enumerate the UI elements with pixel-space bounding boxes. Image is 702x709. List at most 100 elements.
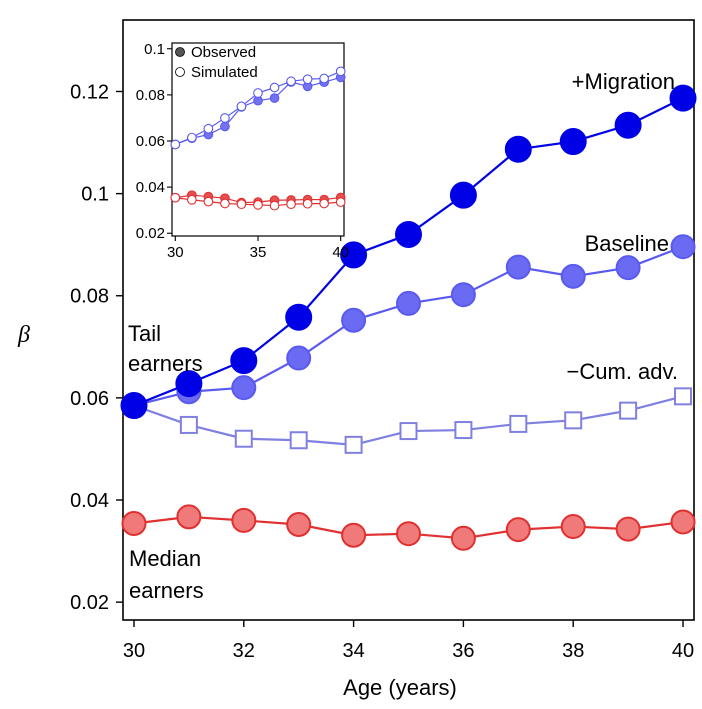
- inset-series-1-point: [269, 82, 280, 93]
- series-0-point: [230, 347, 258, 375]
- inset-y-tick-label: 0.1: [144, 41, 165, 58]
- series-3-point: [341, 522, 367, 548]
- series-1-point: [286, 345, 312, 371]
- series-2-point: [619, 401, 638, 420]
- series-2-point: [674, 387, 693, 406]
- series-0-point: [285, 303, 313, 331]
- series-3: [121, 504, 696, 551]
- inset-series-3-point: [335, 197, 346, 207]
- x-tick-label: 38: [562, 640, 584, 662]
- inset-y-tick-label: 0.08: [136, 87, 165, 104]
- series-0-point: [504, 135, 532, 163]
- series-2-point: [344, 435, 363, 454]
- legend-marker-simulated: [175, 67, 185, 77]
- tail-earners-label-line1: Tail: [128, 321, 161, 346]
- y-axis-label: β: [17, 322, 30, 348]
- series-1: [121, 234, 696, 419]
- x-tick-label: 36: [452, 640, 474, 662]
- legend-label-simulated: Simulated: [191, 64, 258, 81]
- series-3-point: [670, 509, 696, 535]
- inset-series-3-point: [170, 192, 181, 203]
- x-axis-label: Age (years): [343, 675, 457, 700]
- series-0-point: [669, 84, 697, 112]
- y-tick-label: 0.02: [70, 592, 109, 614]
- series-0-point: [340, 241, 368, 269]
- inset-series-1-point: [286, 76, 296, 87]
- inset-series-0-point: [220, 121, 230, 132]
- median-earners-label-line1: Median: [129, 546, 201, 571]
- series-0-point: [559, 128, 587, 156]
- series-1-point: [396, 290, 421, 316]
- inset-series-3-point: [220, 198, 230, 209]
- legend-marker-observed: [175, 47, 185, 57]
- x-tick-label: 32: [233, 640, 255, 662]
- series-1-point: [615, 255, 641, 281]
- series-0-point: [449, 181, 477, 209]
- main-plot-frame: [122, 19, 695, 621]
- series-label-baseline: Baseline: [585, 231, 669, 256]
- series-0-point: [395, 220, 422, 248]
- series-1-point: [505, 254, 531, 280]
- series-3-point: [560, 514, 586, 540]
- x-tick-label: 30: [123, 640, 145, 662]
- series-0-point: [614, 111, 642, 139]
- series-3-point: [286, 512, 312, 538]
- inset-series-1-point: [170, 139, 181, 150]
- series-3-point: [505, 517, 531, 543]
- inset-series-3: [170, 192, 346, 211]
- inset-series-1-point: [302, 74, 313, 85]
- series-2-point: [399, 422, 418, 441]
- inset-series-1-point: [253, 88, 263, 98]
- legend-label-observed: Observed: [191, 44, 256, 61]
- inset-y-tick-label: 0.04: [136, 179, 165, 196]
- inset-series-1-point: [335, 66, 346, 77]
- series-3-point: [176, 504, 202, 530]
- inset-series-3-point: [236, 199, 247, 210]
- series-2-point: [509, 414, 528, 433]
- tail-earners-label-line2: earners: [128, 351, 203, 376]
- x-tick-label: 40: [672, 640, 694, 662]
- series-3-point: [450, 525, 476, 551]
- y-tick-label: 0.06: [70, 388, 109, 410]
- inset-series-3-point: [253, 200, 263, 210]
- inset-series-1-point: [319, 73, 330, 84]
- inset-series-1-point: [220, 113, 230, 123]
- series-3-point: [615, 516, 641, 542]
- inset-series-0-point: [269, 93, 280, 103]
- series-1-point: [450, 282, 476, 308]
- inset-series-1-point: [186, 132, 197, 143]
- series-2-point: [289, 431, 308, 450]
- inset-series-1-point: [203, 123, 214, 134]
- x-tick-label: 34: [342, 640, 364, 662]
- series-0-point: [120, 392, 148, 420]
- series-3-point: [121, 510, 147, 536]
- series-label-migration: +Migration: [572, 69, 675, 94]
- series-2-point: [454, 421, 473, 440]
- inset-series-3-point: [186, 194, 197, 205]
- inset-series-1-point: [236, 101, 247, 112]
- series-2-point: [564, 411, 583, 430]
- inset-series-3-point: [286, 199, 296, 210]
- series-1-point: [560, 263, 586, 289]
- series-0-point: [175, 370, 203, 398]
- series-2-point: [234, 429, 253, 448]
- inset-legend: Observed Simulated: [175, 44, 258, 81]
- series-1-point: [231, 375, 257, 401]
- main-series-layer: [120, 84, 697, 551]
- inset-chart: 30 35 40 0.02 0.04 0.06 0.08 0.1 Observed Simul…: [136, 41, 349, 261]
- median-earners-label-line2: earners: [129, 578, 204, 603]
- inset-series-layer: [170, 66, 346, 211]
- y-tick-label: 0.1: [81, 184, 109, 206]
- main-axes: 30 32 34 36 38 40 0.02 0.04 0.06 0.08 0.1 0.12: [70, 81, 694, 662]
- y-tick-label: 0.08: [70, 286, 109, 308]
- series-3-point: [396, 521, 421, 547]
- inset-series-3-point: [302, 198, 313, 209]
- series-0: [120, 84, 697, 420]
- series-label-no-cum-adv: −Cum. adv.: [567, 359, 678, 384]
- inset-series-3-point: [269, 200, 280, 211]
- series-2-point: [179, 415, 198, 434]
- y-tick-label: 0.04: [70, 490, 109, 512]
- series-1-point: [341, 307, 367, 333]
- inset-x-tick-label: 35: [250, 244, 267, 261]
